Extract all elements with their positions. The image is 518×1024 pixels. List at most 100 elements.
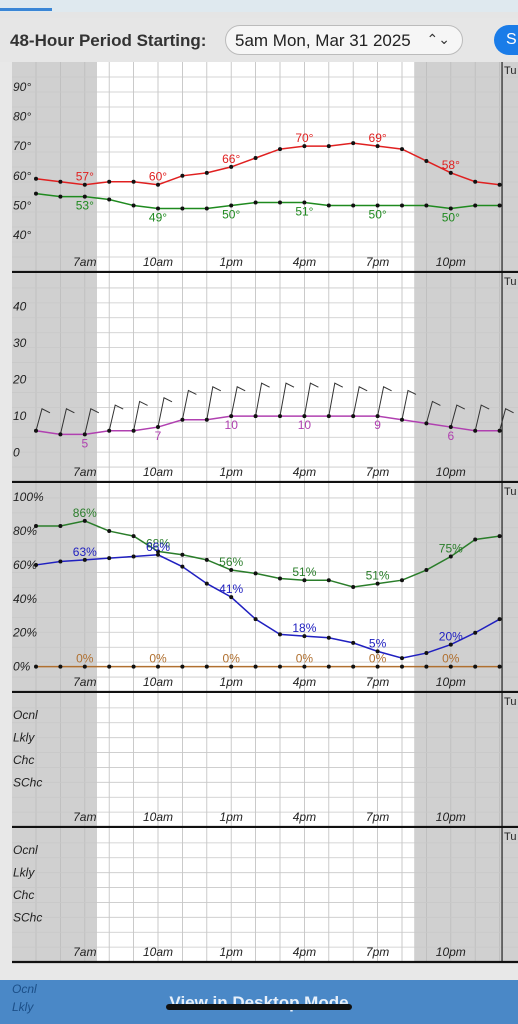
night-shade (414, 693, 518, 827)
x-tick-label: 7pm (366, 810, 389, 824)
data-point (278, 664, 282, 669)
desktop-mode-banner[interactable]: Ocnl Lkly View in Desktop Mode (0, 980, 518, 1024)
data-point (351, 584, 356, 589)
data-point (229, 414, 234, 419)
data-point (375, 144, 380, 149)
y-tick-label: 40° (13, 228, 31, 242)
y-tick-label: 50° (13, 198, 31, 212)
data-point (180, 173, 185, 178)
data-point (375, 203, 380, 208)
data-label: 86% (73, 506, 97, 520)
data-label: 66° (222, 152, 240, 166)
browser-top-strip (0, 0, 518, 12)
x-tick-label: 1pm (220, 945, 243, 959)
data-label: 20% (439, 630, 463, 644)
data-point (131, 179, 136, 184)
home-indicator (166, 1004, 352, 1010)
data-point (34, 523, 38, 528)
data-point (326, 578, 331, 583)
data-point (156, 425, 160, 430)
data-label: 51% (366, 569, 390, 583)
data-label: 0% (296, 652, 314, 666)
data-point (497, 534, 502, 539)
row-label: Ocnl (12, 982, 37, 996)
data-point (229, 664, 234, 669)
data-label: 51% (292, 565, 316, 579)
data-point (204, 664, 209, 669)
forecast-graph: Tu7am10am1pm4pm7pm10pm190°80°70°60°50°40… (0, 62, 518, 980)
data-point (204, 557, 209, 562)
data-point (448, 206, 453, 211)
submit-button[interactable]: S (494, 25, 518, 55)
x-tick-label: 1pm (220, 255, 243, 269)
data-point (278, 414, 282, 419)
data-point (58, 432, 63, 437)
data-point (424, 421, 429, 426)
data-point (326, 635, 331, 640)
row-label: Ocnl (13, 708, 38, 722)
data-point (375, 664, 380, 669)
x-tick-label: 10am (143, 675, 173, 689)
data-point (58, 194, 63, 199)
view-desktop-mode-link[interactable]: View in Desktop Mode (169, 993, 349, 1012)
data-label: 0% (369, 652, 387, 666)
data-point (82, 518, 87, 523)
data-point (326, 203, 331, 208)
data-point (253, 571, 258, 576)
row-label: Chc (13, 888, 34, 902)
data-point (229, 595, 234, 600)
y-tick-label: 100% (13, 490, 44, 504)
data-label: 53° (76, 199, 94, 213)
data-point (180, 664, 185, 669)
data-point (253, 200, 258, 205)
data-point (204, 170, 209, 175)
wind-barb (35, 408, 51, 431)
data-point (424, 568, 429, 573)
data-point (107, 664, 112, 669)
data-label: 50° (442, 210, 460, 224)
data-point (375, 414, 380, 419)
data-point (107, 529, 112, 534)
wind-barb (352, 386, 368, 417)
data-point (34, 176, 38, 181)
day-label: Tu (504, 486, 516, 498)
y-tick-label: 20% (12, 626, 37, 640)
period-select[interactable]: 5am Mon, Mar 31 2025 ⌃⌄ (225, 25, 463, 55)
data-point (497, 203, 502, 208)
y-tick-label: 30 (13, 336, 27, 350)
x-tick-label: 10am (143, 810, 173, 824)
data-label: 69° (369, 131, 387, 145)
data-point (107, 197, 112, 202)
series-line-sky_cover (35, 554, 500, 659)
data-point (156, 182, 160, 187)
night-shade (414, 828, 518, 962)
data-point (302, 634, 307, 639)
x-tick-label: 1pm (220, 465, 243, 479)
data-label: 60° (149, 170, 167, 184)
data-point (473, 630, 478, 635)
data-point (253, 617, 258, 622)
x-tick-label: 10pm (436, 810, 466, 824)
wind-barb (401, 389, 417, 420)
x-tick-label: 1pm (220, 675, 243, 689)
data-point (375, 649, 380, 654)
data-point (448, 554, 453, 559)
data-point (326, 144, 331, 149)
x-tick-label: 7pm (366, 255, 389, 269)
wind-barb (84, 408, 100, 435)
data-point (302, 414, 307, 419)
x-tick-label: 10am (143, 465, 173, 479)
y-tick-label: 40% (13, 592, 37, 606)
data-point (448, 425, 453, 430)
x-tick-label: 7pm (366, 465, 389, 479)
panel-rain: Tu7am10am1pm4pm7pm10pm1OcnlLklyChcSChc (12, 828, 518, 964)
y-tick-label: 60% (13, 558, 37, 572)
x-tick-label: 1pm (220, 810, 243, 824)
series-line-dewpoint (35, 192, 500, 210)
x-tick-label: 10pm (436, 465, 466, 479)
data-point (326, 664, 331, 669)
data-point (156, 552, 160, 557)
wind-barb (230, 386, 246, 417)
data-point (58, 559, 63, 564)
data-point (473, 428, 478, 433)
